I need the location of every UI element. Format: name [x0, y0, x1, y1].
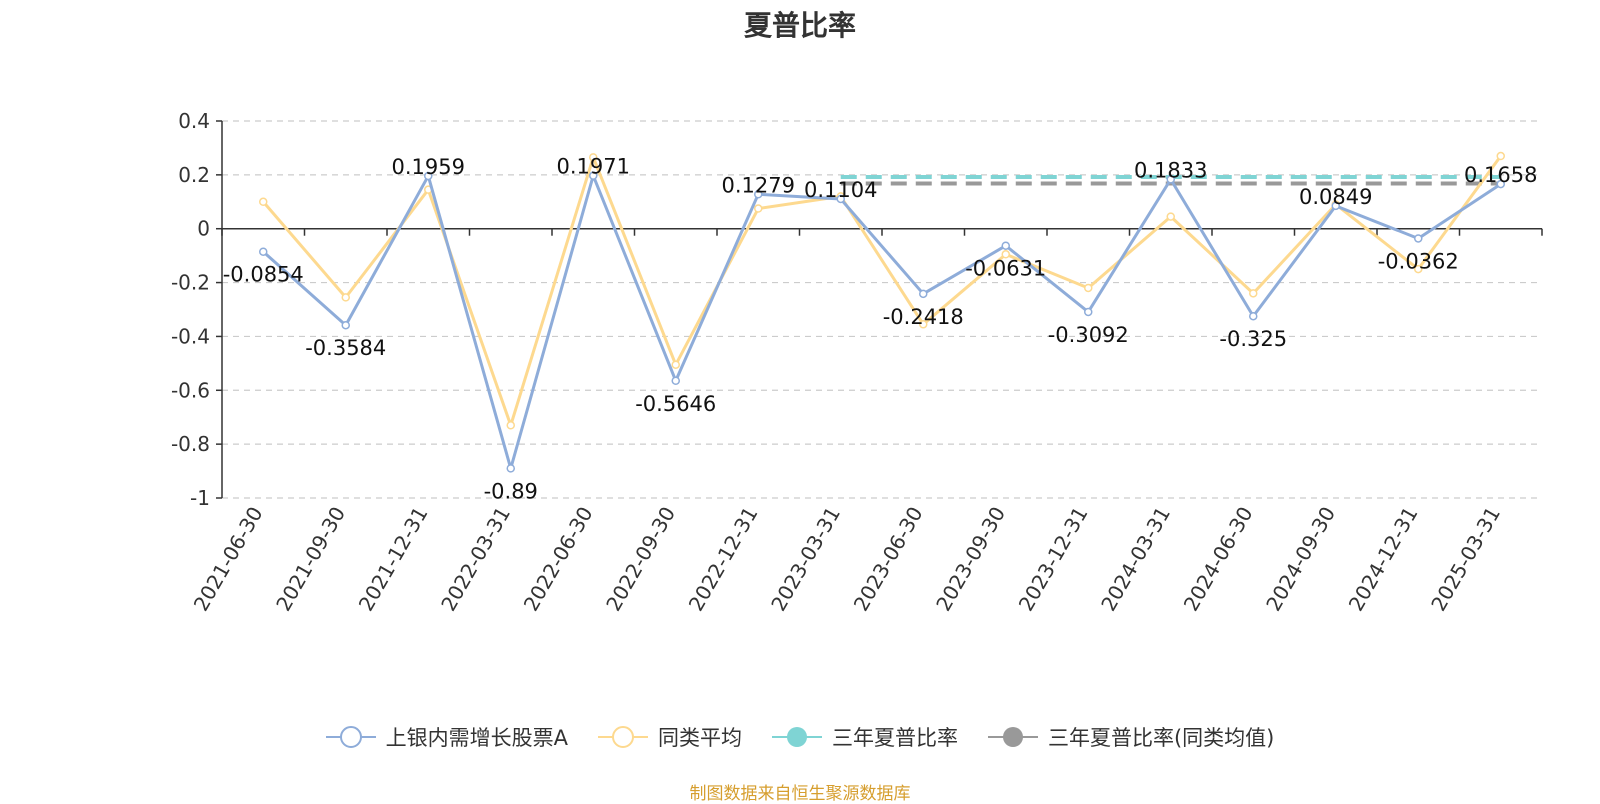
- legend-line-dot-icon: [771, 727, 822, 747]
- data-point-fund: [1084, 307, 1093, 317]
- x-tick-label: 2024-03-31: [1096, 503, 1175, 616]
- data-point-category-avg: [1249, 289, 1258, 298]
- x-tick-label: 2022-06-30: [519, 503, 598, 616]
- series-lines: [259, 151, 1505, 473]
- x-tick-label: 2021-12-31: [354, 503, 433, 616]
- y-tick-label: 0.2: [178, 163, 210, 187]
- data-label: 0.1279: [722, 173, 795, 197]
- x-tick-label: 2025-03-31: [1426, 503, 1505, 616]
- data-label: 0.1959: [392, 155, 465, 179]
- data-point-fund: [1166, 175, 1175, 184]
- data-point-fund: [341, 320, 350, 330]
- chart-title: 夏普比率: [743, 9, 856, 42]
- data-label: -0.0854: [223, 263, 304, 287]
- data-point-category-avg: [259, 197, 268, 207]
- data-point-category-avg: [754, 204, 763, 213]
- data-label: -0.3584: [305, 336, 386, 360]
- data-point-fund: [919, 289, 928, 299]
- x-tick-label: 2023-09-30: [931, 503, 1010, 616]
- x-tick-label: 2021-09-30: [271, 503, 350, 616]
- y-tick-label: -0.8: [171, 432, 210, 456]
- data-point-category-avg: [341, 293, 350, 302]
- y-tick-label: 0.4: [178, 109, 210, 133]
- legend-item-category-avg[interactable]: 同类平均: [597, 722, 742, 752]
- x-tick-label: 2023-06-30: [849, 503, 928, 616]
- data-point-category-avg: [1001, 250, 1010, 259]
- x-tick-label: 2022-03-31: [436, 503, 515, 616]
- legend-line-circle-icon: [597, 726, 648, 748]
- data-point-fund: [754, 190, 763, 199]
- data-point-fund: [1001, 241, 1010, 250]
- legend-label-3y-sharpe-avg: 三年夏普比率(同类均值): [1047, 726, 1275, 750]
- data-label: -0.0362: [1378, 249, 1459, 273]
- data-point-category-avg: [506, 421, 515, 430]
- data-label: -0.2418: [883, 305, 964, 329]
- data-point-category-avg: [1496, 151, 1505, 161]
- data-label: -0.325: [1219, 327, 1287, 351]
- data-point-category-avg: [919, 320, 928, 329]
- legend-label-fund: 上银内需增长股票A: [385, 726, 568, 750]
- legend-label-category-avg: 同类平均: [657, 726, 742, 750]
- legend: 上银内需增长股票A 同类平均 三年夏普比率 三年夏普比率(同类均值): [0, 722, 1600, 752]
- data-point-fund: [1414, 234, 1423, 243]
- data-point-category-avg: [589, 153, 598, 162]
- data-point-category-avg: [1084, 283, 1093, 293]
- legend-label-3y-sharpe: 三年夏普比率: [831, 726, 958, 750]
- data-label: -0.89: [484, 479, 538, 503]
- data-point-fund: [589, 171, 598, 180]
- data-point-fund: [1331, 201, 1340, 211]
- x-tick-label: 2024-12-31: [1344, 503, 1423, 616]
- x-tick-label: 2023-12-31: [1014, 503, 1093, 616]
- data-point-fund: [1249, 311, 1258, 321]
- data-label: 0.1658: [1464, 163, 1537, 187]
- data-label: 0.1833: [1134, 158, 1207, 182]
- y-tick-label: -0.4: [171, 324, 210, 348]
- legend-line-circle-icon: [325, 726, 376, 748]
- data-labels: -0.0854 -0.3584 0.1959 -0.89 0.1971 -0.5646 0.…: [223, 155, 1538, 504]
- data-label: -0.3092: [1048, 323, 1129, 347]
- data-label: 0.1104: [804, 178, 877, 202]
- y-tick-label: 0: [197, 217, 210, 241]
- y-tick-label: -0.6: [171, 378, 210, 402]
- data-point-fund: [424, 171, 433, 181]
- x-tick-label: 2021-06-30: [189, 503, 268, 616]
- series-line-category-avg: [262, 155, 1502, 427]
- data-point-category-avg: [1166, 212, 1175, 221]
- x-tick-label: 2022-09-30: [601, 503, 680, 616]
- data-point-category-avg: [1414, 264, 1423, 274]
- data-point-fund: [506, 464, 515, 473]
- x-tick-label: 2024-06-30: [1179, 503, 1258, 616]
- data-label: -0.5646: [635, 392, 716, 416]
- y-tick-label: -0.2: [171, 271, 210, 295]
- data-point-fund: [671, 376, 680, 386]
- legend-item-fund[interactable]: 上银内需增长股票A: [325, 722, 568, 752]
- x-tick-label: 2023-03-31: [766, 503, 845, 616]
- data-point-fund: [259, 247, 268, 256]
- data-point-fund: [1496, 179, 1505, 189]
- legend-item-3y-sharpe[interactable]: 三年夏普比率: [771, 722, 958, 752]
- data-label: 0.1971: [557, 155, 630, 179]
- x-tick-label: 2022-12-31: [684, 503, 763, 616]
- data-label: -0.0631: [965, 257, 1046, 281]
- source-note: 制图数据来自恒生聚源数据库: [689, 784, 911, 804]
- x-tick-label: 2024-09-30: [1261, 503, 1340, 616]
- data-label: 0.0849: [1299, 185, 1372, 209]
- data-point-fund: [836, 194, 845, 204]
- data-point-category-avg: [671, 360, 680, 369]
- series-line-fund: [262, 174, 1502, 470]
- y-tick-label: -1: [190, 486, 210, 510]
- legend-item-3y-sharpe-avg[interactable]: 三年夏普比率(同类均值): [987, 722, 1275, 752]
- legend-line-dot-icon: [987, 727, 1038, 747]
